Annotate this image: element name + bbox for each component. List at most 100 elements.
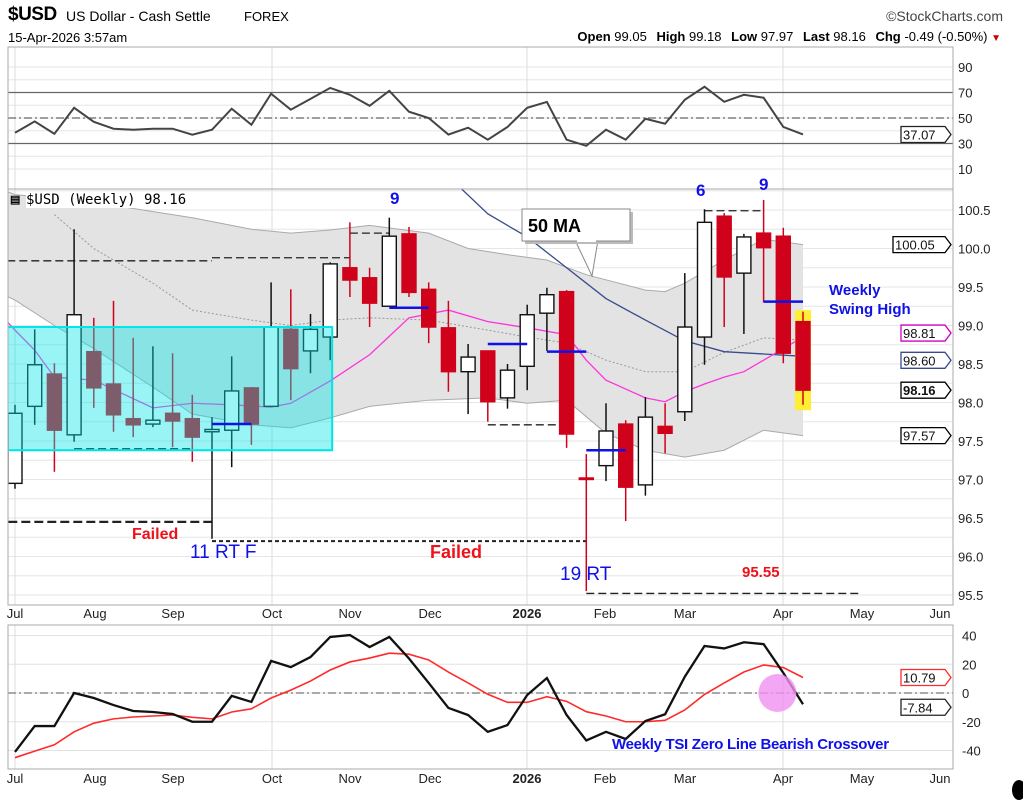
price-month-label: Jul [7, 606, 24, 621]
tsi-month-label: Jul [7, 771, 24, 786]
candle-down [283, 328, 299, 370]
candle-up [539, 294, 555, 314]
price-month-label: Feb [594, 606, 616, 621]
instrument-name: US Dollar - Cash Settle [66, 8, 211, 24]
callout-pointer [574, 239, 599, 278]
chart-legend: $USD (Weekly) 98.16 [26, 192, 190, 208]
legend-icon: ▤ [10, 194, 21, 206]
price-month-label: Nov [338, 606, 362, 621]
value-tag-label: 100.05 [895, 238, 935, 253]
price-month-label: 2026 [513, 606, 542, 621]
candle-up [145, 419, 161, 425]
rsi-axis-label: 10 [958, 162, 972, 177]
quote-summary: Open 99.05 High 99.18 Low 97.97 Last 98.… [571, 29, 1001, 44]
price-month-label: May [850, 606, 875, 621]
price-month-label: Oct [262, 606, 283, 621]
value-tag: 37.07 [900, 125, 952, 144]
crossover-circle [758, 674, 797, 712]
candle-up [519, 314, 535, 368]
rsi-line [14, 85, 804, 147]
candle-down [125, 417, 141, 426]
quote-datetime: 15-Apr-2026 3:57am [8, 30, 128, 45]
tsi-month-label: May [850, 771, 875, 786]
exchange: FOREX [244, 9, 289, 24]
value-tag-box [892, 235, 952, 254]
tsi-month-label: 2026 [513, 771, 542, 786]
tsi-month-label: Sep [161, 771, 184, 786]
rsi-axis-label: 70 [958, 86, 972, 101]
value-tag-box [900, 668, 952, 687]
candle-up [66, 314, 82, 436]
value-tag: 100.05 [892, 235, 952, 254]
tsi-month-label: Jun [930, 771, 951, 786]
price-axis-label: 99.0 [958, 319, 983, 334]
candle-up [696, 221, 713, 338]
tsi-month-label: Aug [83, 771, 106, 786]
rt-19-label: 19 RT [560, 564, 612, 585]
tsi-month-label: Dec [418, 771, 442, 786]
candle-up [302, 328, 319, 352]
rsi-axis-label: 90 [958, 60, 972, 75]
candle-down [775, 235, 791, 354]
candle-up [460, 356, 476, 373]
price-axis-label: 98.0 [958, 396, 983, 411]
value-tag: 98.60 [900, 351, 952, 369]
price-axis-label: 100.0 [958, 242, 991, 257]
value-tag-box [900, 426, 952, 445]
swing-high-label-2: Swing High [829, 301, 911, 318]
td-count-9-nov: 9 [390, 189, 400, 208]
price-month-label: Jun [930, 606, 951, 621]
value-tag-label: 10.79 [903, 670, 936, 685]
axes: 9070503010100.5100.099.599.098.598.097.5… [7, 60, 991, 786]
tsi-month-label: Feb [594, 771, 616, 786]
ma50-callout: 50 MA [521, 208, 633, 278]
value-tag: 98.81 [900, 324, 952, 342]
price-axis-label: 95.5 [958, 588, 983, 603]
chg-value: -0.49 (-0.50%) [904, 29, 988, 44]
bollinger-band-fill [8, 191, 803, 458]
chg-label: Chg [875, 29, 901, 44]
value-tag: 98.16 [900, 381, 952, 399]
consolidation-box [8, 326, 334, 452]
tsi-line [14, 633, 804, 753]
value-tag-box [900, 324, 952, 342]
value-tag: -7.84 [900, 698, 952, 716]
panel-frame [7, 624, 954, 770]
tsi-month-label: Nov [338, 771, 362, 786]
stockcharts-credit[interactable]: ©StockCharts.com [886, 8, 1003, 24]
tsi-axis-label: -40 [962, 744, 981, 759]
failed-label-1: Failed [132, 526, 179, 543]
low-value-label: 95.55 [742, 564, 780, 581]
callout-box [521, 208, 631, 242]
value-tag: 10.79 [900, 668, 952, 687]
value-tag-label: 98.60 [903, 353, 936, 368]
price-axis-label: 98.5 [958, 357, 983, 372]
price-axis-label: 96.5 [958, 511, 983, 526]
candle-down [716, 215, 732, 278]
candle-up [499, 369, 516, 399]
candle-down [164, 412, 181, 422]
candle-down [440, 327, 457, 373]
candle-up [677, 326, 693, 413]
candle-down [105, 383, 122, 416]
tsi-month-label: Mar [674, 771, 697, 786]
candle-up [322, 263, 338, 338]
candle-up [223, 390, 240, 431]
ma50-line [460, 189, 804, 357]
price-axis-label: 97.5 [958, 434, 983, 449]
tsi-month-label: Apr [773, 771, 794, 786]
tsi-axis-label: 40 [962, 629, 976, 644]
price-month-label: Apr [773, 606, 794, 621]
candle-up [598, 430, 614, 467]
candle-down [361, 277, 378, 304]
symbol: $USD [8, 4, 57, 25]
low-label: Low [731, 29, 758, 44]
value-tag-label: 37.07 [903, 127, 936, 142]
td-count-9-mar: 9 [759, 175, 769, 194]
candle-up [736, 236, 752, 274]
bollinger-lower [8, 296, 804, 458]
price-month-label: Aug [83, 606, 106, 621]
candle-down [86, 350, 102, 389]
panel-frame [7, 188, 954, 606]
